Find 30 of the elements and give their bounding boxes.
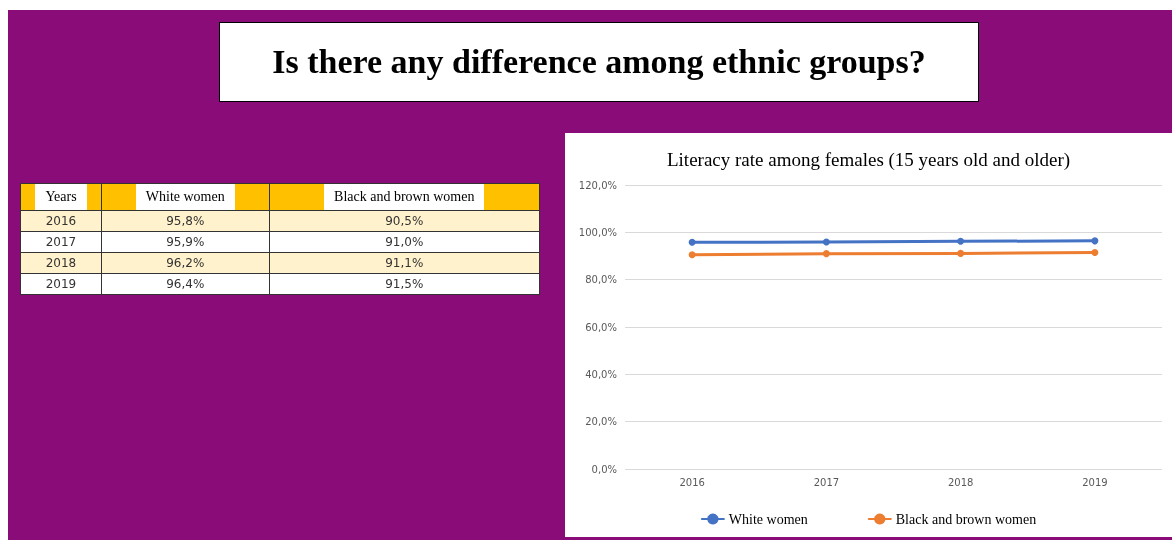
x-tick-label: 2016 xyxy=(679,476,705,488)
text: 91,5% xyxy=(269,273,540,295)
text: White women xyxy=(145,189,225,204)
text: 96,2% xyxy=(101,252,269,274)
text: 90,5% xyxy=(269,210,540,232)
y-tick-label: 20,0% xyxy=(585,416,617,428)
y-tick-label: 60,0% xyxy=(585,321,617,333)
y-tick-label: 100,0% xyxy=(578,226,617,238)
text: Years xyxy=(35,184,87,210)
y-tick-label: 40,0% xyxy=(585,368,617,380)
x-tick-label: 2018 xyxy=(947,476,974,488)
legend-label: Black and brown women xyxy=(895,511,1037,527)
text: 96,4% xyxy=(101,273,269,295)
category-label: 2017 xyxy=(45,235,77,249)
text: 95,9% xyxy=(101,231,269,253)
y-tick-label: 120,0% xyxy=(578,179,617,191)
text: 95,8% xyxy=(101,210,269,232)
legend-label: White women xyxy=(728,511,808,527)
x-tick-label: 2017 xyxy=(813,476,840,488)
y-tick-label: 80,0% xyxy=(585,274,617,286)
text: 91,1% xyxy=(269,252,540,274)
category-label: 2019 xyxy=(45,277,77,291)
text: 91,0% xyxy=(269,231,540,253)
chart-subtitle: Literacy rate among females (15 years old and older) xyxy=(666,149,1071,171)
x-tick-label: 2019 xyxy=(1082,476,1108,488)
category-label: 2016 xyxy=(45,214,77,228)
chart-title: Is there any difference among ethnic groups? xyxy=(219,22,979,102)
y-tick-label: 0,0% xyxy=(591,463,617,475)
category-label: 2018 xyxy=(45,256,77,270)
text: Black and brown women xyxy=(334,189,475,204)
